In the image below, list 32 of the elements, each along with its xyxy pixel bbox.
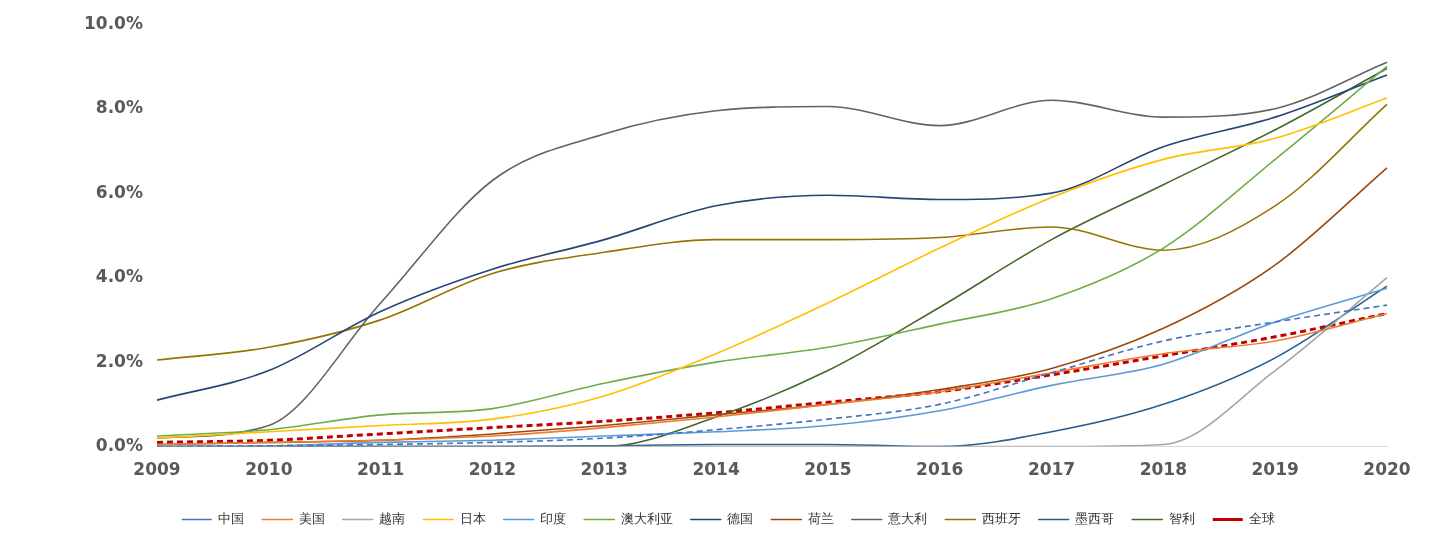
legend-label: 全球 [1249,510,1276,526]
legend-label: 澳大利亚 [620,510,673,526]
y-tick-label: 0.0% [95,435,143,456]
legend-label: 日本 [459,510,486,526]
legend-label: 意大利 [887,510,928,526]
legend-label: 印度 [540,510,567,526]
y-tick-label: 6.0% [95,181,143,202]
x-tick-label: 2018 [1139,459,1188,480]
x-tick-label: 2016 [916,459,964,480]
legend-label: 墨西哥 [1075,510,1115,526]
x-tick-label: 2012 [468,459,517,480]
x-tick-label: 2017 [1027,459,1076,480]
x-tick-label: 2013 [580,459,628,480]
legend-label: 德国 [727,510,754,526]
y-tick-label: 8.0% [95,97,143,118]
legend-label: 西班牙 [981,510,1021,526]
y-tick-label: 4.0% [95,266,143,287]
x-tick-label: 2011 [356,459,405,480]
y-tick-label: 10.0% [83,12,143,33]
x-tick-label: 2014 [692,459,740,480]
legend-label: 荷兰 [807,510,834,526]
x-tick-label: 2010 [245,459,293,480]
y-tick-label: 2.0% [95,350,143,371]
line-series [156,103,1388,361]
legend-label: 智利 [1168,510,1195,526]
legend-label: 中国 [218,510,245,526]
legend-label: 美国 [298,510,325,526]
x-tick-label: 2015 [804,459,852,480]
legend-label: 越南 [379,510,406,526]
x-tick-label: 2019 [1251,459,1299,480]
x-tick-label: 2020 [1363,459,1411,480]
x-tick-label: 2009 [133,459,181,480]
